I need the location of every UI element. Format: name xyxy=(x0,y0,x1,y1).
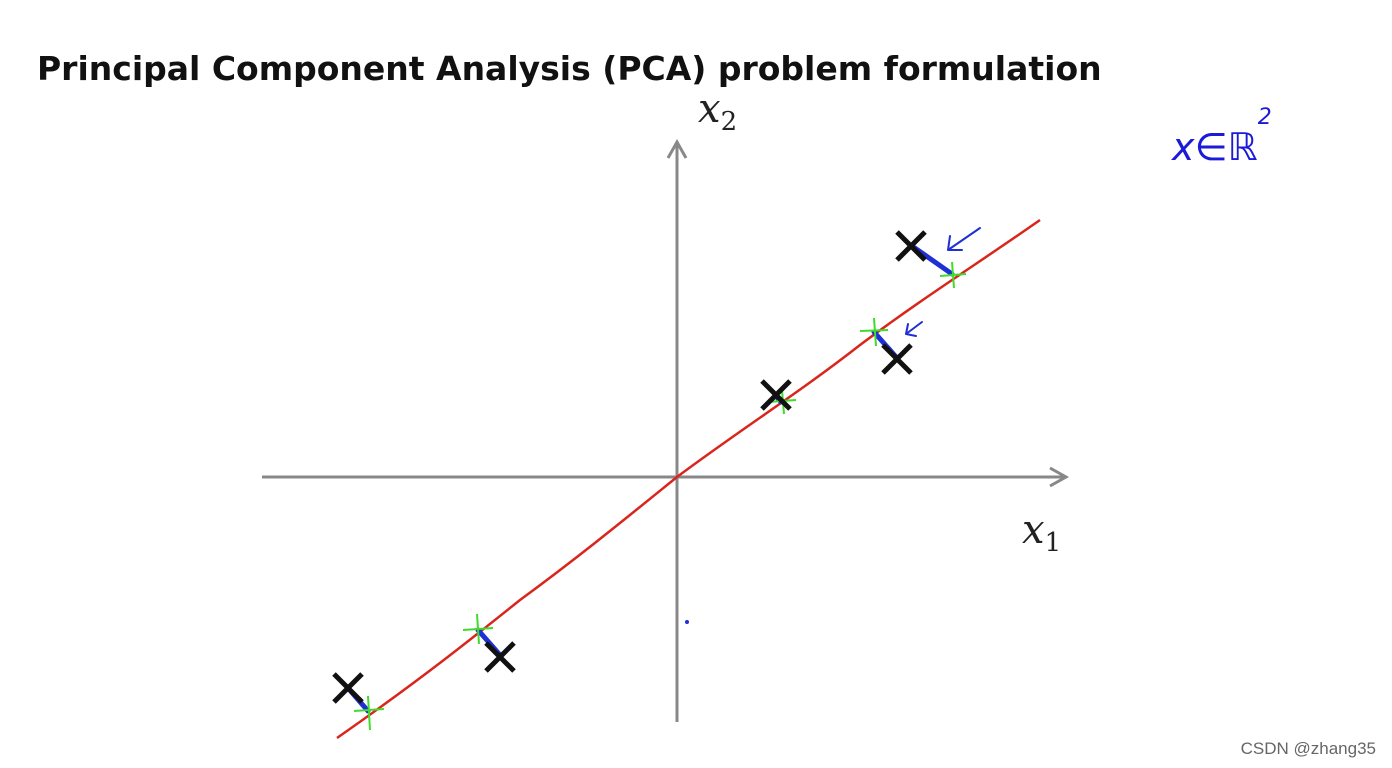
projected-point xyxy=(939,261,967,289)
data-point xyxy=(881,343,913,375)
projected-point xyxy=(353,695,385,731)
x-axis-label: x1 xyxy=(1022,507,1061,558)
hand-arrow xyxy=(905,321,923,337)
projected-point xyxy=(462,613,494,645)
data-point xyxy=(484,641,516,673)
slide-title: Principal Component Analysis (PCA) probl… xyxy=(37,49,1102,88)
watermark: CSDN @zhang35 xyxy=(1241,739,1376,758)
data-points xyxy=(332,230,927,704)
projected-points xyxy=(353,261,967,731)
axes xyxy=(262,138,1070,722)
data-point xyxy=(332,672,364,704)
y-axis-label: x2 xyxy=(698,86,737,137)
annotation: x∈ℝ2 xyxy=(1171,105,1272,169)
projected-point xyxy=(859,317,889,347)
x-axis-arrow xyxy=(1049,466,1070,488)
x-axis-label-subscript: 1 xyxy=(1045,528,1062,558)
annotation-superscript: 2 xyxy=(1258,105,1272,130)
y-axis-arrow xyxy=(666,138,688,159)
hand-arrow xyxy=(947,227,981,251)
y-axis-label-subscript: 2 xyxy=(721,107,738,137)
annotation-base: x∈ℝ xyxy=(1171,125,1258,169)
x-axis-label-base: x xyxy=(1022,507,1045,553)
data-point xyxy=(760,379,792,411)
projection-line xyxy=(336,218,1041,740)
pen-dot xyxy=(685,620,689,624)
y-axis-label-base: x xyxy=(698,86,721,132)
hand-arrows xyxy=(905,227,981,337)
data-point xyxy=(895,230,927,262)
